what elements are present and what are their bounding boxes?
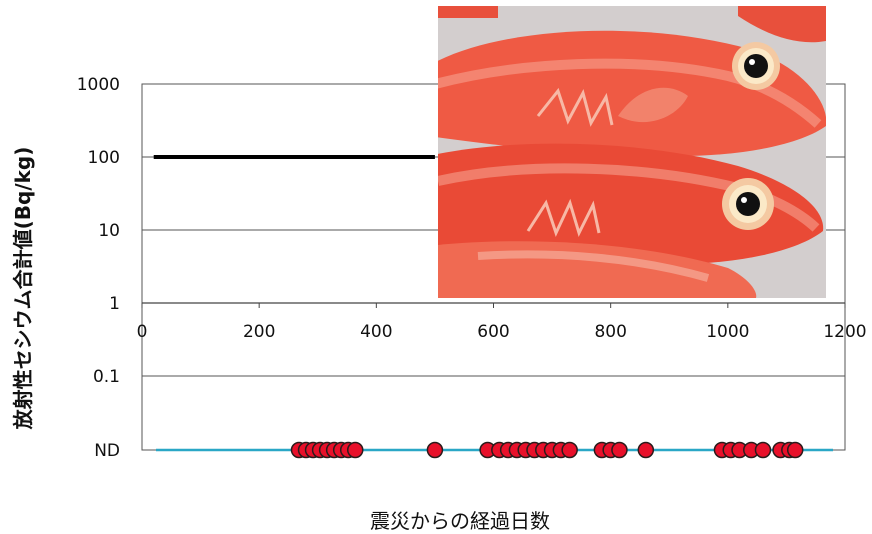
data-markers — [290, 441, 804, 459]
data-point — [637, 441, 655, 459]
data-point — [426, 441, 444, 459]
y-tick-label: 1 — [109, 294, 120, 314]
x-tick-label: 1200 — [823, 322, 866, 342]
x-tick-label: 400 — [360, 322, 392, 342]
y-tick-label: 10 — [98, 221, 120, 241]
y-tick-label: 100 — [88, 148, 120, 168]
x-tick-label: 1000 — [706, 322, 749, 342]
x-tick-label: 600 — [477, 322, 509, 342]
x-tick-label: 0 — [137, 322, 148, 342]
x-tick-labels: 0 200 400 600 800 1000 1200 — [137, 322, 867, 342]
y-tick-label: 0.1 — [93, 367, 120, 387]
data-point — [611, 441, 628, 459]
data-point — [561, 441, 578, 459]
x-tick-label: 200 — [243, 322, 275, 342]
x-tick-label: 800 — [594, 322, 626, 342]
data-point — [754, 441, 772, 459]
x-axis-title: 震災からの経過日数 — [370, 509, 550, 533]
y-tick-label-nd: ND — [94, 441, 120, 461]
data-point — [346, 441, 364, 459]
y-tick-label: 1000 — [77, 75, 120, 95]
y-tick-labels: 1000 100 10 1 0.1 ND — [77, 75, 120, 461]
fish-photo — [438, 6, 826, 298]
y-axis-title: 放射性セシウム合計値(Bq/kg) — [11, 147, 35, 431]
data-point — [786, 441, 804, 459]
